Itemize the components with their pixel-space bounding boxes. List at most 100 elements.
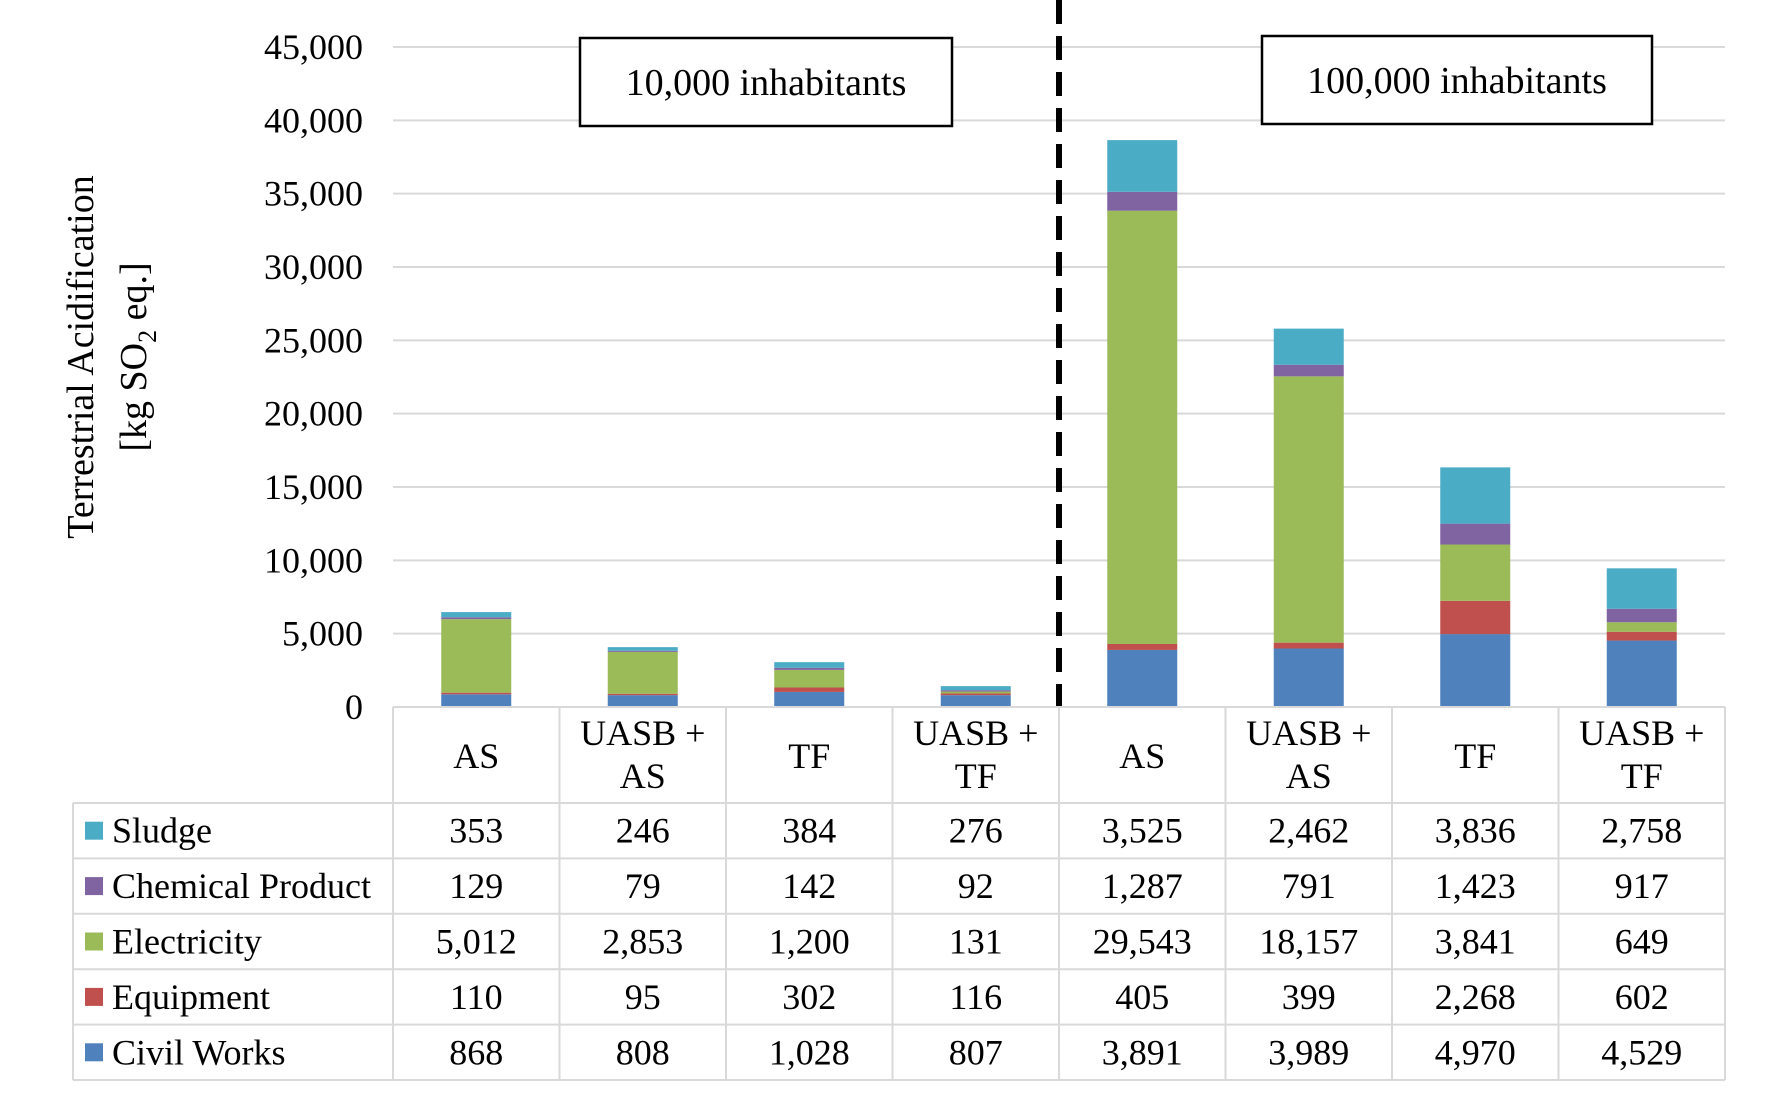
data-label: 3,525 xyxy=(1102,811,1183,851)
data-label: 2,853 xyxy=(602,922,683,962)
y-tick-label: 10,000 xyxy=(264,540,363,580)
category-label: AS xyxy=(1119,736,1165,776)
y-tick-label: 5,000 xyxy=(282,614,363,654)
data-label: 1,028 xyxy=(769,1032,850,1072)
bar-segment xyxy=(774,662,845,668)
group-label-box xyxy=(578,36,954,128)
y-tick-label: 40,000 xyxy=(264,100,363,140)
group-label: 100,000 inhabitants xyxy=(1307,60,1607,102)
data-label: 649 xyxy=(1615,922,1669,962)
bar-segment xyxy=(774,691,845,707)
data-label: 1,423 xyxy=(1435,866,1516,906)
y-tick-label: 15,000 xyxy=(264,467,363,507)
bar-segment xyxy=(1107,643,1178,650)
category-label: TF xyxy=(1454,736,1496,776)
y-axis-title-subscript: 2 xyxy=(133,330,162,343)
bar-segment xyxy=(1273,648,1344,707)
bar-segment xyxy=(1107,210,1178,644)
legend-swatch xyxy=(85,821,103,840)
category-label: TF xyxy=(1621,756,1663,796)
category-label: UASB + xyxy=(1579,713,1704,753)
y-axis-title-line2: [kg SO2 eq.] xyxy=(113,262,162,451)
bar-segment xyxy=(940,693,1011,696)
data-label: 131 xyxy=(949,922,1003,962)
legend-swatch xyxy=(85,987,103,1006)
bar-segment xyxy=(1273,376,1344,643)
bar-segment xyxy=(1606,631,1677,641)
legend-label: Chemical Product xyxy=(112,866,371,906)
data-label: 4,970 xyxy=(1435,1032,1516,1072)
bar-segment xyxy=(1440,600,1511,635)
data-label: 2,758 xyxy=(1601,811,1682,851)
data-label: 399 xyxy=(1282,977,1336,1017)
data-label: 3,836 xyxy=(1435,811,1516,851)
y-tick-label: 25,000 xyxy=(264,320,363,360)
y-axis-title-part: [kg SO xyxy=(113,343,155,452)
bar-segment xyxy=(1273,642,1344,649)
data-label: 1,200 xyxy=(769,922,850,962)
data-label: 3,891 xyxy=(1102,1032,1183,1072)
data-label: 2,462 xyxy=(1268,811,1349,851)
bar-segment xyxy=(940,686,1011,691)
data-label: 92 xyxy=(958,866,994,906)
bar-segment xyxy=(1440,523,1511,545)
group-labels: 10,000 inhabitants 100,000 inhabitants xyxy=(578,34,1654,128)
data-label: 602 xyxy=(1615,977,1669,1017)
data-label: 384 xyxy=(782,811,836,851)
category-label: UASB + xyxy=(913,713,1038,753)
legend-label: Sludge xyxy=(112,811,212,851)
data-label: 79 xyxy=(625,866,661,906)
legend-label: Electricity xyxy=(112,922,262,962)
legend-swatch xyxy=(85,877,103,896)
bar-segment xyxy=(441,694,512,707)
bar-segment xyxy=(607,650,678,652)
category-label: TF xyxy=(788,736,830,776)
data-label: 808 xyxy=(616,1032,670,1072)
bar-segment xyxy=(607,695,678,707)
y-tick-label: 45,000 xyxy=(264,27,363,67)
bar-segment xyxy=(940,691,1011,694)
bar-segment xyxy=(940,690,1011,692)
data-label: 1,287 xyxy=(1102,866,1183,906)
bar-segment xyxy=(1273,328,1344,365)
data-label: 405 xyxy=(1115,977,1169,1017)
legend-label: Equipment xyxy=(112,977,270,1017)
bar-segment xyxy=(441,617,512,620)
y-tick-label: 0 xyxy=(345,687,363,727)
bar-segment xyxy=(607,693,678,696)
data-label: 791 xyxy=(1282,866,1336,906)
y-tick-label: 35,000 xyxy=(264,174,363,214)
data-label: 868 xyxy=(449,1032,503,1072)
data-label: 807 xyxy=(949,1032,1003,1072)
legend-swatch xyxy=(85,932,103,951)
bar-segment xyxy=(774,667,845,670)
bar-segment xyxy=(1606,608,1677,623)
y-axis: 0 5,000 10,000 15,000 20,000 25,000 30,000 35,0… xyxy=(264,27,363,727)
bar-segment xyxy=(1440,544,1511,601)
bars xyxy=(441,140,1677,707)
bar-segment xyxy=(940,695,1011,707)
data-label: 276 xyxy=(949,811,1003,851)
data-label: 302 xyxy=(782,977,836,1017)
bar-segment xyxy=(1107,649,1178,707)
bar-segment xyxy=(1273,364,1344,377)
data-label: 18,157 xyxy=(1259,922,1358,962)
data-label: 129 xyxy=(449,866,503,906)
data-label: 95 xyxy=(625,977,661,1017)
legend-label: Civil Works xyxy=(112,1032,285,1072)
y-axis-title-part: eq.] xyxy=(113,262,155,330)
category-label: AS xyxy=(453,736,499,776)
bar-segment xyxy=(1606,622,1677,632)
data-label: 353 xyxy=(449,811,503,851)
data-label: 142 xyxy=(782,866,836,906)
bar-segment xyxy=(441,612,512,618)
data-label: 3,841 xyxy=(1435,922,1516,962)
bar-segment xyxy=(1440,467,1511,524)
bar-segment xyxy=(607,647,678,651)
bar-segment xyxy=(1606,640,1677,707)
bar-segment xyxy=(774,687,845,692)
category-label: AS xyxy=(1286,756,1332,796)
